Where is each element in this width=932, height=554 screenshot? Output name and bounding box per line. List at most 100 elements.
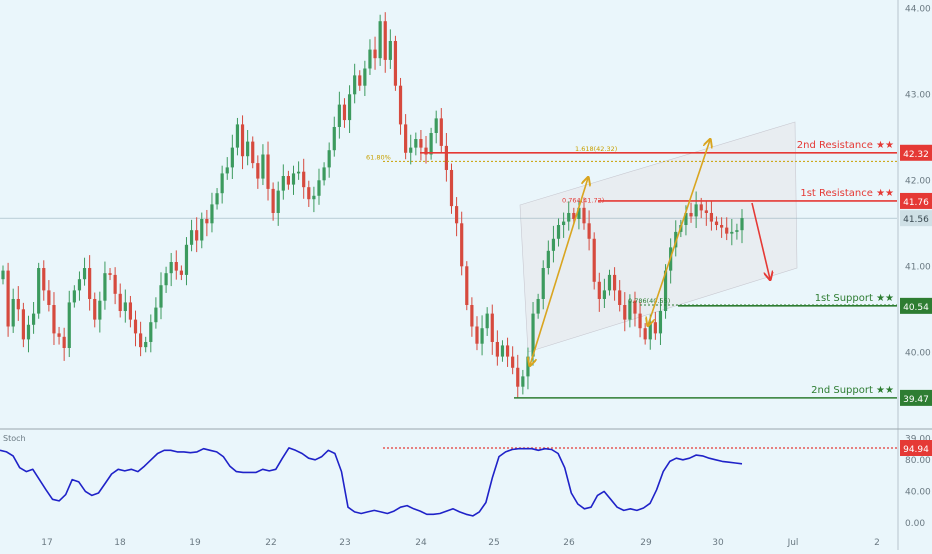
candle-body <box>460 223 464 267</box>
candle-body <box>347 94 352 121</box>
candle-body <box>648 322 652 340</box>
price-channel <box>519 121 798 353</box>
x-tick-label: 30 <box>712 538 724 548</box>
candle-body <box>37 268 41 314</box>
candle-body <box>709 212 714 222</box>
candle-body <box>358 75 362 86</box>
candle-body <box>225 167 229 174</box>
current-price-tag <box>900 210 932 227</box>
candle-body <box>653 322 657 334</box>
candle-body <box>592 238 596 282</box>
candle-body <box>735 230 739 232</box>
candle-body <box>556 225 561 239</box>
candle-body <box>184 244 189 275</box>
candle-body <box>714 221 719 226</box>
candle-body <box>215 193 219 205</box>
stoch-y-tick: 0.00 <box>905 519 925 529</box>
candle-body <box>52 305 56 334</box>
candle-body <box>480 328 484 344</box>
stoch-title: Stoch <box>3 434 26 443</box>
current-price-value: 41.56 <box>903 215 929 225</box>
candle-body <box>261 154 265 179</box>
candle-body <box>291 173 296 185</box>
candle-body <box>597 281 601 299</box>
fib-label: 61.80% <box>366 153 391 161</box>
candle-body <box>526 356 530 377</box>
candle-body <box>363 68 367 86</box>
candle-body <box>521 376 525 387</box>
price-tag-value: 42.32 <box>903 150 929 160</box>
candle-body <box>490 313 494 342</box>
candle-body <box>235 124 240 148</box>
candle-body <box>312 195 316 200</box>
stoch-y-tick: 40.00 <box>905 487 931 497</box>
price-tag-value: 41.76 <box>903 198 929 208</box>
candle-body <box>286 176 291 185</box>
candle-body <box>297 171 301 174</box>
x-tick-label: 25 <box>488 538 499 548</box>
candle-body <box>424 147 428 155</box>
x-tick-label: 29 <box>640 538 652 548</box>
candle-body <box>6 270 10 327</box>
price-tag <box>900 144 932 161</box>
candle-body <box>740 218 744 231</box>
candle-body <box>62 336 66 348</box>
candle-body <box>281 176 285 191</box>
candle-body <box>516 367 520 387</box>
resistance-label: 1st Resistance ★★ <box>800 188 894 199</box>
candle-body <box>164 273 168 286</box>
candle-body <box>195 230 199 241</box>
candle-body <box>470 305 474 327</box>
y-tick-label: 40.00 <box>905 348 931 358</box>
candle-body <box>587 223 591 239</box>
candle-body <box>246 141 250 157</box>
candle-body <box>220 173 224 194</box>
resistance-label: 2nd Resistance ★★ <box>797 140 894 151</box>
y-tick-label: 39.00 <box>905 434 931 444</box>
candle-body <box>1 270 5 280</box>
candle-body <box>159 285 163 308</box>
candle-body <box>307 187 311 200</box>
candle-body <box>485 313 489 329</box>
candle-body <box>638 313 642 329</box>
candle-body <box>88 268 92 299</box>
candle-body <box>495 341 499 357</box>
candle-body <box>689 212 693 217</box>
candle-body <box>607 274 612 291</box>
candle-body <box>378 21 382 59</box>
candle-body <box>449 169 454 207</box>
candle-body <box>623 305 627 320</box>
candle-body <box>57 333 61 337</box>
candle-body <box>618 290 622 305</box>
x-tick-label: 19 <box>189 538 201 548</box>
candle-body <box>133 319 138 334</box>
candle-body <box>337 104 341 127</box>
candle-body <box>93 298 97 320</box>
candle-body <box>444 145 448 170</box>
candle-body <box>139 333 143 348</box>
fib-label: 1.618(42.32) <box>575 145 617 153</box>
candle-body <box>123 302 127 312</box>
candle-body <box>332 126 336 151</box>
candle-body <box>82 268 87 280</box>
candle-body <box>398 85 403 125</box>
candle-body <box>256 163 260 179</box>
y-tick-label: 41.00 <box>905 262 931 272</box>
price-tag-value: 39.47 <box>903 395 929 405</box>
candle-body <box>26 324 31 340</box>
candle-body <box>210 204 214 224</box>
x-tick-label: 23 <box>339 538 350 548</box>
fib-label: 0.786(40.55) <box>628 297 670 305</box>
fib-label: 0.764(41.72) <box>562 196 604 204</box>
candle-body <box>699 204 703 211</box>
candle-body <box>322 167 326 181</box>
candle-body <box>465 266 469 305</box>
candle-body <box>21 309 25 340</box>
candle-body <box>72 290 76 303</box>
candle-body <box>434 118 438 133</box>
candle-body <box>128 302 133 320</box>
x-tick-label: 18 <box>114 538 126 548</box>
x-tick-label: 2 <box>874 538 880 548</box>
